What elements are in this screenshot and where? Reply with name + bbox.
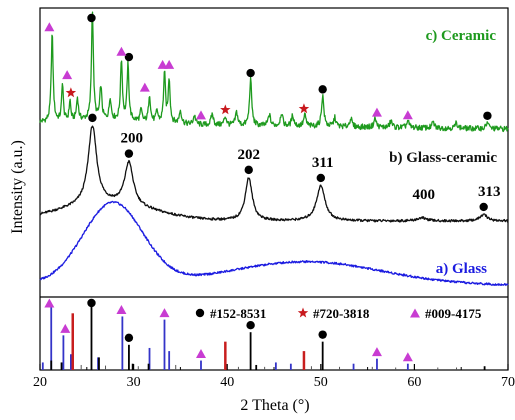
marker-ceramic-star (220, 104, 231, 115)
series-layer: c) Ceramic b) Glass-ceramic a) Glass (39, 11, 509, 287)
x-tick-label: 20 (33, 375, 47, 390)
peak-label: 400 (413, 187, 436, 203)
marker-glass_ceramic-circle (244, 165, 253, 175)
reference-panel: #152-8531 #720-3818 #009-4175 (41, 298, 486, 370)
x-tick-label: 30 (127, 375, 141, 390)
marker-glass_ceramic-circle (479, 202, 488, 212)
marker-ceramic-circle (318, 85, 327, 94)
marker-ceramic-triangle (62, 70, 73, 80)
y-axis-label: Intensity (a.u.) (9, 140, 26, 234)
marker-ceramic-star (65, 87, 77, 98)
ref-marker-triangle (402, 352, 413, 362)
series-label-ceramic: c) Ceramic (426, 28, 497, 44)
marker-ceramic-triangle (402, 110, 413, 120)
marker-ceramic-star (298, 103, 310, 114)
x-tick-label: 70 (501, 375, 515, 390)
series-line-glass_ceramic (39, 125, 509, 223)
ref-marker-circle (87, 298, 96, 308)
marker-ceramic-triangle (164, 59, 175, 69)
marker-ceramic-triangle (371, 107, 382, 117)
legend-label: #720-3818 (313, 306, 370, 321)
axes-layer: 20 30 40 50 60 70 (33, 364, 515, 390)
peak-label: 313 (478, 184, 501, 200)
ref-marker-triangle (371, 347, 382, 357)
peak-label: 202 (237, 147, 260, 163)
x-tick-label: 50 (314, 375, 328, 390)
legend-triangle-symbol (410, 308, 420, 318)
ref-marker-triangle (116, 304, 127, 314)
marker-ceramic-triangle (157, 59, 168, 69)
legend-label: #009-4175 (425, 306, 482, 321)
marker-ceramic-circle (124, 52, 134, 62)
marker-ceramic-circle (87, 13, 96, 23)
marker-ceramic-circle (246, 68, 255, 78)
legend-circle-symbol (195, 308, 205, 318)
x-tick-label: 60 (407, 375, 421, 390)
ref-marker-triangle (159, 308, 170, 318)
marker-glass_ceramic-circle (88, 113, 97, 123)
peak-label: 200 (120, 131, 143, 147)
series-label-glass: a) Glass (436, 261, 487, 277)
marker-ceramic-circle (483, 111, 492, 120)
marker-ceramic-triangle (44, 22, 55, 32)
ref-marker-triangle (195, 349, 206, 359)
ref-marker-circle (124, 333, 134, 342)
ref-marker-circle (246, 321, 255, 330)
peak-label: 311 (312, 155, 334, 171)
ref-marker-triangle (60, 323, 71, 333)
ref-marker-circle (318, 330, 327, 339)
phase-markers: 200 202 311 400 313 (44, 13, 501, 212)
series-line-glass (39, 200, 509, 287)
series-label-glass_ceramic: b) Glass-ceramic (389, 150, 497, 166)
series-line-ceramic (39, 11, 509, 133)
marker-ceramic-triangle (195, 110, 206, 120)
marker-glass_ceramic-circle (124, 149, 134, 158)
x-tick-label: 40 (220, 375, 234, 390)
marker-ceramic-triangle (116, 46, 127, 56)
legend-star-symbol (297, 307, 309, 318)
ref-marker-triangle (44, 298, 55, 308)
x-axis-label: 2 Theta (°) (240, 397, 309, 414)
marker-ceramic-triangle (139, 82, 150, 92)
marker-glass_ceramic-circle (316, 173, 325, 183)
legend-label: #152-8531 (210, 306, 266, 321)
